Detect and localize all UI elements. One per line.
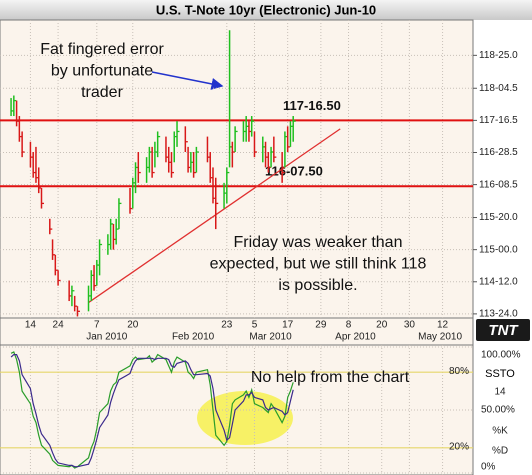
x-tick-label: 20	[376, 320, 388, 331]
annotation: Friday was weaker than	[234, 234, 403, 251]
y-tick-label: 113-24.0	[479, 309, 518, 320]
x-tick-label: 23	[221, 320, 233, 331]
chart-title: U.S. T-Note 10yr (Electronic) Jun-10	[156, 2, 376, 17]
y-tick-label: 50.00%	[481, 405, 515, 416]
x-tick-label: 12	[437, 320, 449, 331]
title-bar	[0, 0, 532, 20]
y-tick-label: 118-25.0	[479, 50, 518, 61]
annotation: expected, but we still think 118	[210, 256, 427, 273]
x-tick-label: 30	[404, 320, 416, 331]
month-label: Mar 2010	[249, 332, 292, 343]
y-tick-label: 117-16.5	[479, 115, 518, 126]
x-tick-label: 29	[315, 320, 327, 331]
legend-entry: %D	[492, 446, 508, 457]
month-label: Jan 2010	[86, 332, 128, 343]
annotation: trader	[81, 84, 123, 101]
y-tick-label: 114-12.0	[479, 276, 518, 287]
level-label: 20%	[449, 441, 469, 452]
level-label: 80%	[449, 366, 469, 377]
x-tick-label: 20	[127, 320, 139, 331]
annotation-arrow	[151, 71, 224, 90]
month-label: Apr 2010	[335, 332, 376, 343]
x-tick-label: 5	[252, 320, 258, 331]
level-label: 117-16.50	[283, 98, 341, 113]
x-tick-label: 24	[53, 320, 65, 331]
indicator-name: SSTO	[485, 368, 515, 380]
month-label: Feb 2010	[172, 332, 215, 343]
y-tick-label: 116-28.5	[479, 147, 518, 158]
highlight-ellipse	[197, 391, 293, 445]
annotation: No help from the chart	[251, 369, 410, 386]
level-label: 116-07.50	[265, 164, 323, 179]
x-tick-label: 14	[25, 320, 37, 331]
annotation: Fat fingered error	[40, 41, 164, 58]
trendline	[88, 128, 341, 304]
x-tick-label: 7	[94, 320, 100, 331]
legend-entry: %K	[492, 426, 508, 437]
y-tick-label: 100.00%	[481, 350, 521, 361]
x-tick-label: 17	[282, 320, 294, 331]
logo-box	[476, 319, 530, 341]
y-tick-label: 0%	[481, 462, 496, 473]
annotation: by unfortunate	[51, 63, 153, 80]
stoch-line	[10, 354, 294, 468]
month-label: May 2010	[418, 332, 462, 343]
y-tick-label: 116-08.5	[479, 179, 518, 190]
y-tick-label: 118-04.5	[479, 83, 518, 94]
price-panel	[0, 19, 474, 319]
x-tick-label: 8	[346, 320, 352, 331]
y-tick-label: 115-00.0	[479, 244, 518, 255]
annotation: is possible.	[278, 277, 357, 294]
logo: TNT	[488, 322, 519, 339]
indicator-period: 14	[494, 387, 506, 398]
y-tick-label: 115-20.0	[479, 212, 518, 223]
date-strip	[0, 317, 474, 346]
